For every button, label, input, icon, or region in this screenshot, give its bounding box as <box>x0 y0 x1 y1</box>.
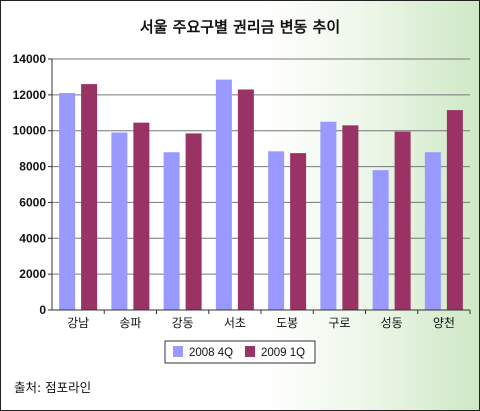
bar-series2-8 <box>446 110 463 310</box>
bar-series1-7 <box>372 170 389 310</box>
bar-series1-4 <box>215 79 232 310</box>
x-tick-label: 강동 <box>172 316 194 330</box>
legend-box <box>164 340 316 364</box>
x-tick-labels: 강남 송파 강동 서초 도봉 구로 성동 양천 <box>67 310 471 330</box>
legend-label-1: 2008 4Q <box>189 347 233 359</box>
chart-title: 서울 주요구별 권리금 변동 추이 <box>140 18 340 36</box>
legend-label-2: 2009 1Q <box>261 347 305 359</box>
x-tick-label: 송파 <box>119 316 141 330</box>
y-tick-label: 2000 <box>19 267 46 281</box>
y-tick-label: 4000 <box>19 231 46 245</box>
bar-series1-2 <box>111 132 128 310</box>
y-tick-labels: 0 2000 4000 6000 8000 10000 12000 14000 <box>13 52 47 317</box>
x-tick-label: 구로 <box>328 316 350 330</box>
bar-series2-6 <box>342 125 359 310</box>
bar-series2-1 <box>81 84 98 310</box>
legend-swatch-1 <box>173 346 183 357</box>
bars <box>59 79 463 311</box>
x-tick-label: 서초 <box>224 316 246 330</box>
source-note: 출처: 점포라인 <box>14 380 91 395</box>
y-tick-label: 6000 <box>19 195 46 209</box>
bar-series2-2 <box>133 122 150 311</box>
bar-series1-8 <box>424 152 441 310</box>
y-tick-label: 0 <box>39 303 46 317</box>
legend-swatch-2 <box>245 346 255 357</box>
bar-series1-5 <box>268 151 285 310</box>
bar-series2-7 <box>394 131 411 310</box>
legend: 2008 4Q 2009 1Q <box>164 340 316 364</box>
bar-series1-1 <box>59 93 76 310</box>
bar-series2-5 <box>290 153 307 310</box>
x-tick-label: 도봉 <box>276 316 298 330</box>
y-tick-label: 8000 <box>19 160 46 174</box>
y-tick-label: 10000 <box>13 124 47 138</box>
x-tick-label: 강남 <box>67 316 89 330</box>
x-tick-label: 양천 <box>433 315 455 330</box>
bar-series1-3 <box>163 152 180 310</box>
y-tick-label: 12000 <box>13 88 47 102</box>
x-tick-label: 성동 <box>381 316 403 330</box>
bar-series2-3 <box>185 133 202 310</box>
bar-series2-4 <box>237 89 254 310</box>
y-tick-label: 14000 <box>13 52 47 66</box>
bar-series1-6 <box>320 121 337 310</box>
